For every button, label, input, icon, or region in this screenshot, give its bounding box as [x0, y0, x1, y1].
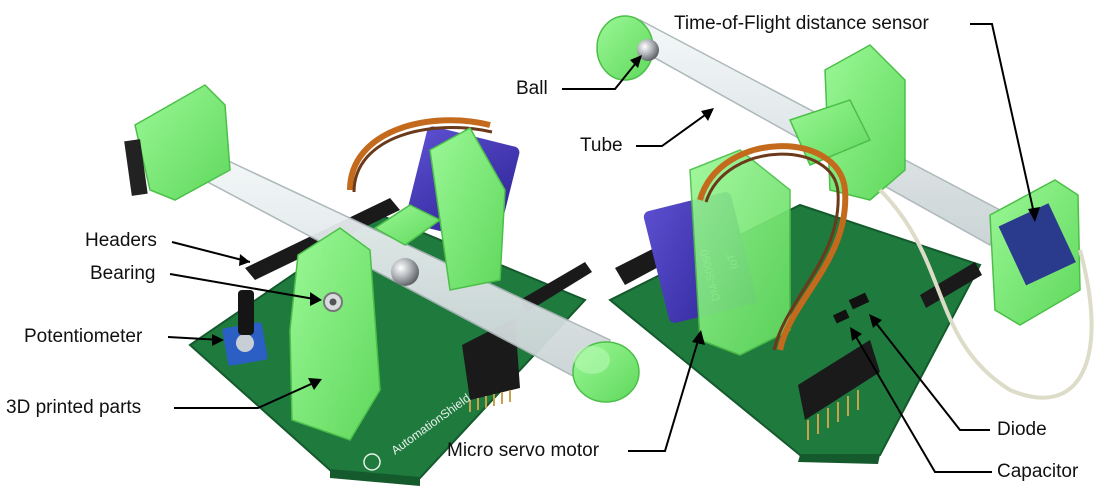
right-header-right	[920, 262, 982, 308]
leader-diode	[871, 317, 990, 431]
right-servo-wire-brown	[704, 152, 840, 351]
left-pcb-edge	[330, 470, 420, 486]
leader-headers	[171, 241, 251, 263]
right-capacitor	[832, 309, 850, 324]
left-header-right	[520, 262, 592, 312]
right-diode	[848, 292, 870, 310]
callout-micro-servo-motor: Micro servo motor	[447, 440, 600, 461]
leader-tof	[970, 23, 1036, 219]
left-tof-board	[124, 139, 148, 196]
left-end-cap-highlight	[574, 346, 610, 374]
leader-micro-servo	[628, 333, 701, 452]
callout-leaders	[167, 23, 1040, 473]
left-back-holder	[134, 84, 231, 201]
left-brand-logo	[363, 453, 381, 471]
leader-ball	[562, 57, 641, 90]
callout-3d-printed-parts: 3D printed parts	[6, 397, 142, 418]
right-servo-support	[689, 149, 791, 356]
left-front-bracket	[289, 227, 381, 441]
leader-bearing	[169, 273, 321, 301]
left-potentiometer-knob-base	[236, 334, 254, 352]
right-header-front	[798, 340, 880, 420]
right-upright-support	[824, 44, 906, 201]
right-sensor-cable	[878, 188, 1094, 400]
callout-bearing: Bearing	[90, 263, 156, 284]
left-header-pins	[469, 390, 511, 412]
left-bearing-center	[329, 298, 337, 306]
left-servo-support	[429, 126, 506, 291]
right-tof-sensor-board	[998, 203, 1076, 286]
left-ball	[391, 258, 419, 286]
leader-printed-parts	[174, 379, 321, 409]
callout-headers: Headers	[85, 230, 157, 251]
leader-capacitor	[851, 329, 992, 473]
left-potentiometer-shaft	[238, 290, 254, 335]
callout-potentiometer: Potentiometer	[24, 326, 143, 347]
left-lever	[373, 204, 442, 246]
right-ball	[637, 39, 659, 61]
right-servo-wires	[697, 143, 849, 351]
callout-tof-sensor: Time-of-Flight distance sensor	[674, 13, 929, 34]
left-device: AutomationShield	[124, 84, 640, 486]
right-pcb-edge	[798, 455, 880, 464]
right-header-pins	[807, 390, 859, 440]
right-device: DM-S0090 IoT	[596, 15, 1094, 464]
left-servo-wires	[347, 117, 491, 191]
leader-tube	[636, 109, 713, 147]
callout-capacitor: Capacitor	[997, 461, 1079, 482]
callout-diode: Diode	[997, 419, 1047, 440]
callout-tube: Tube	[580, 135, 623, 156]
callout-ball: Ball	[516, 78, 548, 99]
